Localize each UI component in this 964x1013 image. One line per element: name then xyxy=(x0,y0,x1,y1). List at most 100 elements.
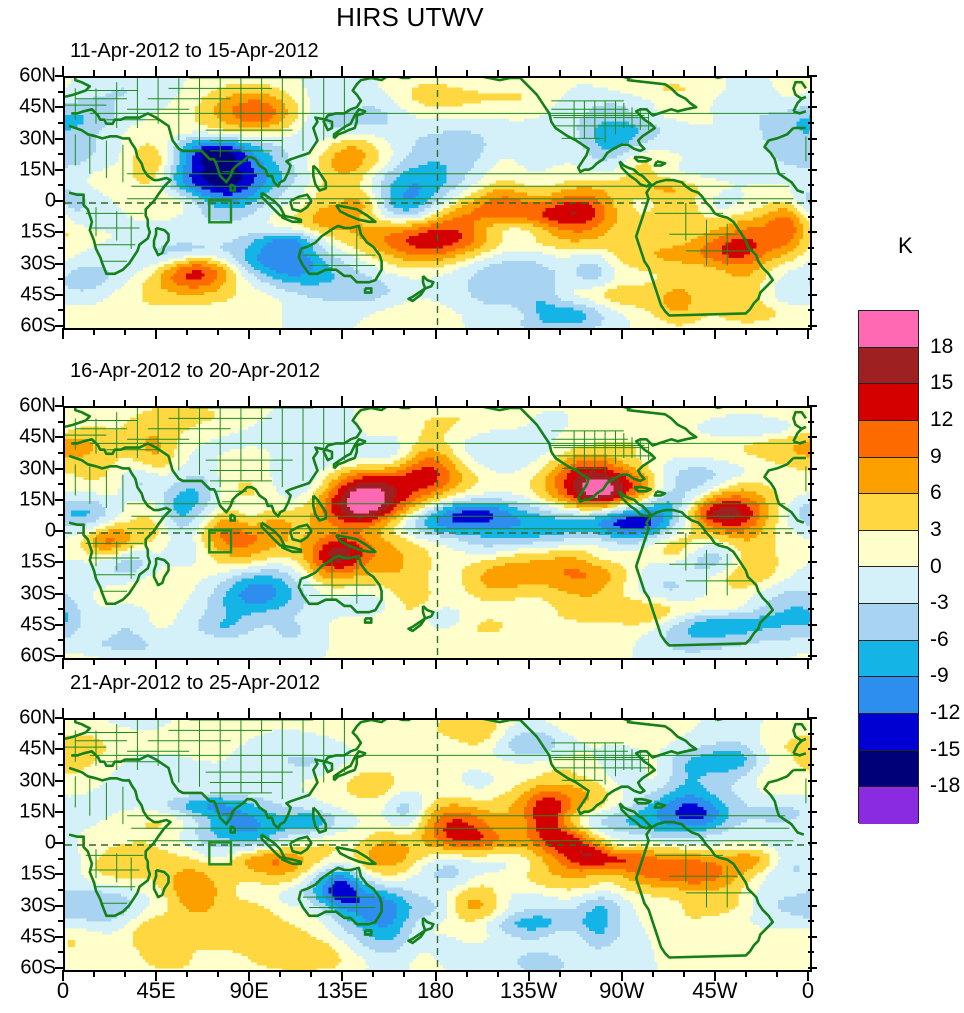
map-panel-3[interactable] xyxy=(63,718,812,972)
y-tick-mark xyxy=(55,873,64,876)
colorbar-tick-label: 18 xyxy=(930,334,954,358)
panel-title: 11-Apr-2012 to 15-Apr-2012 xyxy=(70,40,319,62)
x-minor-tick xyxy=(589,328,592,335)
y-minor-tick xyxy=(58,795,64,798)
y-tick-mark xyxy=(55,498,64,501)
colorbar-units-label: K xyxy=(898,233,913,258)
y-tick-mark xyxy=(808,231,817,234)
x-tick-mark xyxy=(713,708,716,719)
y-minor-tick xyxy=(808,483,814,486)
x-tick-mark xyxy=(62,396,64,407)
x-tick-mark xyxy=(248,396,251,407)
x-minor-tick xyxy=(744,970,747,977)
y-tick-mark xyxy=(808,106,817,109)
x-tick-mark xyxy=(713,328,716,339)
y-tick-mark xyxy=(55,561,64,564)
x-minor-tick xyxy=(589,658,592,665)
x-minor-tick xyxy=(403,70,406,77)
y-minor-tick xyxy=(808,888,814,891)
colorbar-band xyxy=(859,530,918,568)
colorbar-tick-label: -3 xyxy=(930,591,949,615)
x-tick-mark xyxy=(527,658,530,669)
map-panel-1[interactable] xyxy=(63,76,812,330)
x-tick-label: 45E xyxy=(136,978,176,1003)
x-minor-tick xyxy=(217,400,220,407)
x-minor-tick xyxy=(775,328,778,335)
y-tick-label: 60S xyxy=(20,956,56,979)
x-tick-mark xyxy=(713,658,716,669)
y-tick-label: 30S xyxy=(20,894,56,916)
x-tick-mark xyxy=(713,970,716,981)
y-tick-label: 60N xyxy=(19,394,56,417)
y-minor-tick xyxy=(58,608,64,611)
x-minor-tick xyxy=(279,658,282,665)
y-minor-tick xyxy=(808,278,814,281)
x-tick-label: 0 xyxy=(801,978,815,1003)
colorbar-tick-label: -6 xyxy=(930,627,949,651)
y-tick-mark xyxy=(55,717,64,719)
colorbar-band xyxy=(859,567,918,605)
colorbar-band xyxy=(859,457,918,495)
x-tick-mark xyxy=(807,328,809,339)
x-tick-mark xyxy=(527,708,530,719)
y-tick-label: 0 xyxy=(44,831,56,854)
x-tick-mark xyxy=(434,658,437,669)
y-tick-mark xyxy=(808,405,817,407)
colorbar-band xyxy=(859,750,918,788)
x-tick-mark xyxy=(620,66,623,77)
x-tick-mark xyxy=(434,328,437,339)
x-tick-mark xyxy=(807,708,809,719)
y-minor-tick xyxy=(58,763,64,766)
x-minor-tick xyxy=(651,70,654,77)
x-minor-tick xyxy=(372,328,375,335)
y-tick-mark xyxy=(55,623,64,626)
page-title: HIRS UTWV xyxy=(336,2,484,32)
x-tick-label: 180 xyxy=(417,978,454,1003)
x-minor-tick xyxy=(93,970,96,977)
x-minor-tick xyxy=(310,658,313,665)
colorbar-scale[interactable] xyxy=(858,310,919,824)
y-minor-tick xyxy=(58,184,64,187)
x-minor-tick xyxy=(744,70,747,77)
y-tick-mark xyxy=(808,137,817,140)
x-minor-tick xyxy=(496,712,499,719)
y-minor-tick xyxy=(58,857,64,860)
y-tick-mark xyxy=(55,842,64,844)
x-minor-tick xyxy=(403,328,406,335)
x-minor-tick xyxy=(310,970,313,977)
y-minor-tick xyxy=(808,826,814,829)
y-minor-tick xyxy=(808,451,814,454)
x-minor-tick xyxy=(372,712,375,719)
x-tick-mark xyxy=(341,328,344,339)
y-tick-mark xyxy=(55,592,64,595)
x-tick-mark xyxy=(62,970,64,981)
x-tick-mark xyxy=(248,66,251,77)
x-minor-tick xyxy=(93,70,96,77)
y-tick-mark xyxy=(808,873,817,876)
x-minor-tick xyxy=(124,400,127,407)
x-tick-mark xyxy=(620,970,623,981)
y-tick-mark xyxy=(808,75,817,77)
y-tick-mark xyxy=(55,436,64,439)
colorbar-band xyxy=(859,311,918,348)
colorbar-tick-label: 12 xyxy=(930,407,954,431)
y-minor-tick xyxy=(58,215,64,218)
y-tick-mark xyxy=(55,530,64,532)
x-minor-tick xyxy=(93,328,96,335)
x-minor-tick xyxy=(682,70,685,77)
x-tick-label: 135E xyxy=(316,978,369,1003)
y-tick-mark xyxy=(808,467,817,470)
x-minor-tick xyxy=(124,970,127,977)
x-tick-label: 135W xyxy=(499,978,558,1003)
x-minor-tick xyxy=(496,400,499,407)
map-panel-2[interactable] xyxy=(63,406,812,660)
y-tick-label: 15S xyxy=(20,862,56,885)
x-tick-mark xyxy=(248,970,251,981)
x-tick-mark xyxy=(155,328,158,339)
y-minor-tick xyxy=(58,545,64,548)
x-tick-mark xyxy=(527,396,530,407)
x-tick-mark xyxy=(62,708,64,719)
x-tick-mark xyxy=(248,658,251,669)
x-tick-label: 90W xyxy=(599,978,645,1003)
y-minor-tick xyxy=(808,608,814,611)
